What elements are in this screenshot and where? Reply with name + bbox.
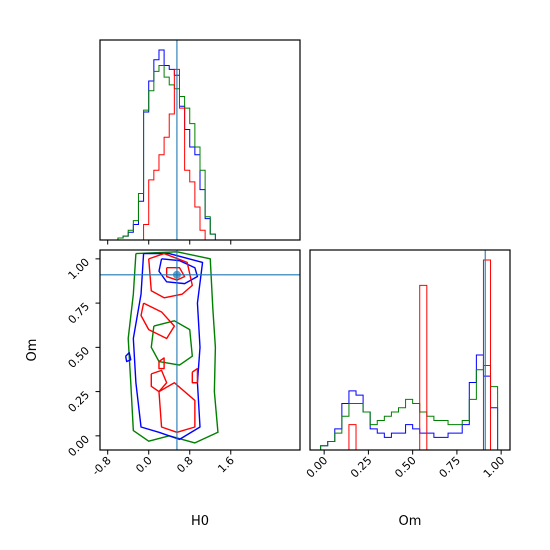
truth-point bbox=[172, 270, 181, 279]
tick-label-om-left-1: 0.25 bbox=[66, 389, 93, 416]
contour-3 bbox=[150, 320, 194, 366]
x-axis-label-h0: H0 bbox=[191, 514, 209, 529]
tick-label-h0-3: 1.6 bbox=[215, 454, 237, 476]
panel-frame-h0-hist bbox=[99, 39, 301, 241]
panel-frame-om-hist bbox=[309, 249, 511, 451]
tick-label-om-bottom-3: 0.75 bbox=[437, 454, 464, 481]
tick-label-h0-0: -0.8 bbox=[89, 454, 113, 478]
tick-label-om-bottom-4: 1.00 bbox=[481, 454, 508, 481]
panel-frame-contour bbox=[99, 249, 301, 451]
tick-labels: -0.8 0.0 0.8 1.6 0.00 0.00 0.25 0.25 0.50 0.50 0.7… bbox=[66, 256, 508, 481]
contour-11 bbox=[124, 351, 132, 363]
contour-10 bbox=[191, 367, 199, 384]
y-axis-label-om: Om bbox=[25, 339, 40, 362]
panel-hist-om bbox=[309, 249, 511, 455]
hist-om-series-0 bbox=[313, 354, 510, 450]
panel-hist-h0 bbox=[99, 39, 301, 245]
contour-9 bbox=[158, 357, 165, 370]
tick-label-om-bottom-0: 0.00 bbox=[304, 454, 331, 481]
tick-label-om-left-2: 0.50 bbox=[66, 344, 93, 371]
contour-4 bbox=[148, 252, 194, 299]
contour-7 bbox=[150, 369, 168, 393]
tick-marks-h0-hist bbox=[107, 240, 232, 245]
tick-marks-contour bbox=[95, 258, 232, 455]
tick-marks-om-hist bbox=[323, 450, 502, 455]
contour-5 bbox=[140, 302, 176, 340]
tick-label-om-left-4: 1.00 bbox=[66, 256, 93, 283]
tick-label-om-bottom-2: 0.50 bbox=[392, 454, 419, 481]
tick-label-h0-2: 0.8 bbox=[174, 454, 196, 476]
hist-om-series-1 bbox=[313, 365, 510, 450]
tick-label-om-left-3: 0.75 bbox=[66, 300, 93, 327]
tick-label-om-bottom-1: 0.25 bbox=[348, 454, 375, 481]
x-axis-label-om: Om bbox=[399, 514, 422, 529]
hist-h0-series-2 bbox=[102, 68, 226, 240]
hist-om-series-2 bbox=[313, 259, 510, 450]
hist-h0-series-1 bbox=[102, 65, 226, 240]
panel-contour-h0-om bbox=[95, 249, 301, 455]
contour-6 bbox=[158, 382, 196, 434]
tick-label-h0-1: 0.0 bbox=[133, 454, 155, 476]
tick-label-om-left-0: 0.00 bbox=[66, 433, 93, 460]
contour-1 bbox=[132, 252, 204, 441]
